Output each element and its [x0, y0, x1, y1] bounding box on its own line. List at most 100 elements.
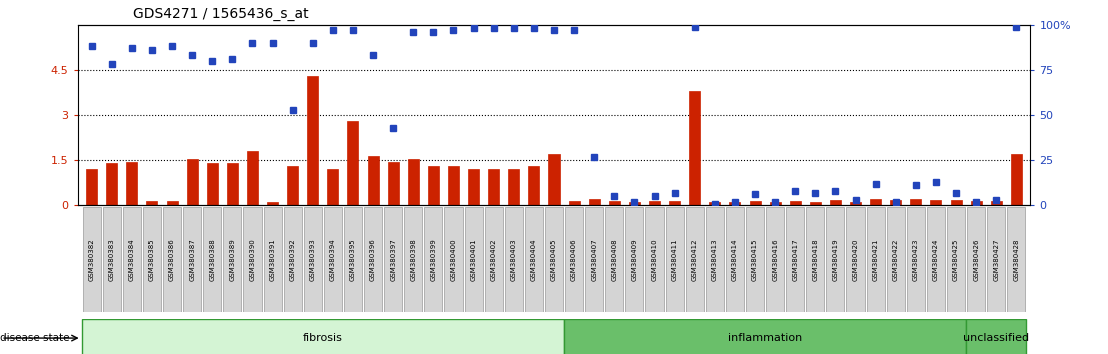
Text: GSM380417: GSM380417 — [792, 238, 798, 281]
Bar — [489, 169, 500, 205]
Text: GSM380387: GSM380387 — [189, 238, 195, 281]
Text: GSM380402: GSM380402 — [491, 238, 496, 281]
Text: GSM380397: GSM380397 — [390, 238, 397, 281]
Bar — [548, 154, 560, 205]
FancyBboxPatch shape — [244, 207, 261, 312]
FancyBboxPatch shape — [585, 207, 603, 312]
Text: GSM380393: GSM380393 — [310, 238, 316, 281]
FancyBboxPatch shape — [464, 207, 483, 312]
FancyBboxPatch shape — [746, 207, 765, 312]
FancyBboxPatch shape — [967, 207, 985, 312]
FancyBboxPatch shape — [224, 207, 242, 312]
Text: GSM380420: GSM380420 — [852, 238, 859, 281]
Bar — [870, 199, 881, 205]
Bar — [327, 169, 338, 205]
Text: GSM380424: GSM380424 — [933, 238, 938, 281]
Bar — [810, 202, 821, 205]
Text: GSM380410: GSM380410 — [652, 238, 657, 281]
Bar — [749, 201, 760, 205]
Text: GSM380384: GSM380384 — [129, 238, 135, 281]
FancyBboxPatch shape — [484, 207, 503, 312]
Text: GSM380385: GSM380385 — [148, 238, 155, 281]
Text: fibrosis: fibrosis — [302, 333, 342, 343]
Text: GSM380386: GSM380386 — [170, 238, 175, 281]
Bar — [669, 201, 680, 205]
Bar — [307, 76, 318, 205]
Text: GSM380427: GSM380427 — [993, 238, 999, 281]
Bar — [568, 201, 579, 205]
FancyBboxPatch shape — [625, 207, 644, 312]
Bar — [850, 202, 861, 205]
Bar — [608, 201, 619, 205]
Bar — [247, 151, 258, 205]
Text: GSM380414: GSM380414 — [732, 238, 738, 281]
Bar — [448, 166, 459, 205]
Text: GSM380383: GSM380383 — [109, 238, 115, 281]
Bar — [126, 162, 137, 205]
Text: GSM380415: GSM380415 — [752, 238, 758, 281]
Bar — [207, 163, 218, 205]
Text: GSM380407: GSM380407 — [592, 238, 597, 281]
Text: GSM380416: GSM380416 — [772, 238, 778, 281]
Text: GSM380426: GSM380426 — [973, 238, 979, 281]
Bar — [468, 169, 479, 205]
FancyBboxPatch shape — [866, 207, 884, 312]
Text: GSM380395: GSM380395 — [350, 238, 356, 281]
Bar — [770, 202, 781, 205]
FancyBboxPatch shape — [424, 207, 442, 312]
Text: GSM380412: GSM380412 — [691, 238, 698, 281]
FancyBboxPatch shape — [343, 207, 362, 312]
Bar — [951, 200, 962, 205]
FancyBboxPatch shape — [264, 207, 281, 312]
Bar — [227, 163, 238, 205]
FancyBboxPatch shape — [203, 207, 222, 312]
Bar — [931, 200, 942, 205]
FancyBboxPatch shape — [686, 207, 704, 312]
Bar — [649, 201, 660, 205]
FancyBboxPatch shape — [123, 207, 141, 312]
Text: GSM380401: GSM380401 — [471, 238, 476, 281]
FancyBboxPatch shape — [163, 207, 181, 312]
FancyBboxPatch shape — [646, 207, 664, 312]
Text: GSM380400: GSM380400 — [451, 238, 456, 281]
Bar — [368, 156, 379, 205]
Bar — [166, 201, 177, 205]
Text: GSM380398: GSM380398 — [410, 238, 417, 281]
Bar — [348, 121, 359, 205]
FancyBboxPatch shape — [83, 207, 101, 312]
Bar — [890, 200, 901, 205]
FancyBboxPatch shape — [827, 207, 844, 312]
FancyBboxPatch shape — [906, 207, 925, 312]
Text: GSM380408: GSM380408 — [612, 238, 617, 281]
Bar — [1010, 154, 1022, 205]
Bar — [106, 163, 117, 205]
FancyBboxPatch shape — [987, 207, 1005, 312]
Text: GSM380405: GSM380405 — [551, 238, 557, 281]
Text: GSM380411: GSM380411 — [671, 238, 678, 281]
FancyBboxPatch shape — [444, 207, 462, 312]
Text: GDS4271 / 1565436_s_at: GDS4271 / 1565436_s_at — [133, 7, 309, 21]
Bar — [588, 199, 599, 205]
FancyBboxPatch shape — [103, 207, 121, 312]
FancyBboxPatch shape — [564, 319, 966, 354]
Text: GSM380392: GSM380392 — [289, 238, 296, 281]
Text: GSM380403: GSM380403 — [511, 238, 516, 281]
Text: GSM380399: GSM380399 — [430, 238, 437, 281]
Text: GSM380409: GSM380409 — [632, 238, 637, 281]
FancyBboxPatch shape — [847, 207, 864, 312]
Text: GSM380423: GSM380423 — [913, 238, 919, 281]
Text: GSM380390: GSM380390 — [249, 238, 256, 281]
FancyBboxPatch shape — [82, 319, 564, 354]
Bar — [830, 200, 841, 205]
Bar — [729, 202, 740, 205]
Bar — [709, 202, 720, 205]
Text: disease state: disease state — [0, 333, 70, 343]
Bar — [86, 169, 98, 205]
Text: GSM380422: GSM380422 — [893, 238, 899, 281]
FancyBboxPatch shape — [886, 207, 905, 312]
FancyBboxPatch shape — [384, 207, 402, 312]
Text: unclassified: unclassified — [963, 333, 1029, 343]
Text: GSM380382: GSM380382 — [89, 238, 94, 281]
Text: GSM380413: GSM380413 — [711, 238, 718, 281]
FancyBboxPatch shape — [525, 207, 543, 312]
